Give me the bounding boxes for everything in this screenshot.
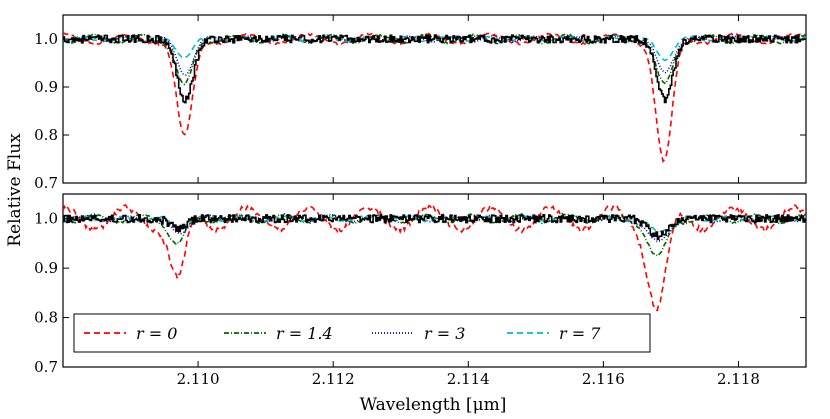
x-tick-label: 2.116: [582, 370, 625, 388]
y-tick-label: 0.9: [34, 259, 58, 277]
legend-label: r = 7: [559, 324, 601, 343]
y-tick-label: 1.0: [34, 30, 58, 48]
legend-box: [73, 313, 651, 353]
x-tick-label: 2.114: [447, 370, 490, 388]
y-tick-label: 0.8: [34, 126, 58, 144]
series-line-r0: [63, 32, 806, 163]
x-tick-label: 2.110: [177, 370, 220, 388]
legend-label: r = 0: [136, 324, 177, 343]
x-tick-label: 2.118: [717, 370, 760, 388]
y-tick-label: 0.7: [34, 358, 58, 376]
y-tick-label: 0.7: [34, 174, 58, 192]
y-tick-label: 0.9: [34, 78, 58, 96]
panels-group: 0.7 0.8 0.9 1.0 0.7 0.8 0.9 1.0 2.110 2.112 2.114 2…: [34, 14, 807, 388]
series-line-r1_4: [63, 32, 806, 86]
series-line-observed: [63, 214, 806, 240]
y-tick-label: 1.0: [34, 210, 58, 228]
legend-label: r = 1.4: [276, 324, 333, 343]
panel-frame: [62, 14, 807, 184]
x-tick-label: 2.112: [312, 370, 355, 388]
series-line-r0: [63, 202, 806, 312]
y-axis-label: Relative Flux: [5, 133, 25, 247]
panel-frame: [62, 193, 807, 368]
series-line-observed: [63, 34, 806, 104]
panel-top: 0.7 0.8 0.9 1.0: [34, 14, 807, 192]
y-tick-label: 0.8: [34, 309, 58, 327]
series-line-r3: [63, 34, 806, 76]
series-line-r7: [63, 35, 806, 62]
legend: r = 0 r = 1.4 r = 3 r = 7: [73, 313, 651, 353]
panel-bottom: 0.7 0.8 0.9 1.0 2.110 2.112 2.114 2.116 2.118 r =…: [34, 193, 807, 388]
series-line-r1_4: [63, 212, 806, 257]
legend-label: r = 3: [424, 324, 465, 343]
x-axis-label: Wavelength [μm]: [360, 395, 507, 415]
